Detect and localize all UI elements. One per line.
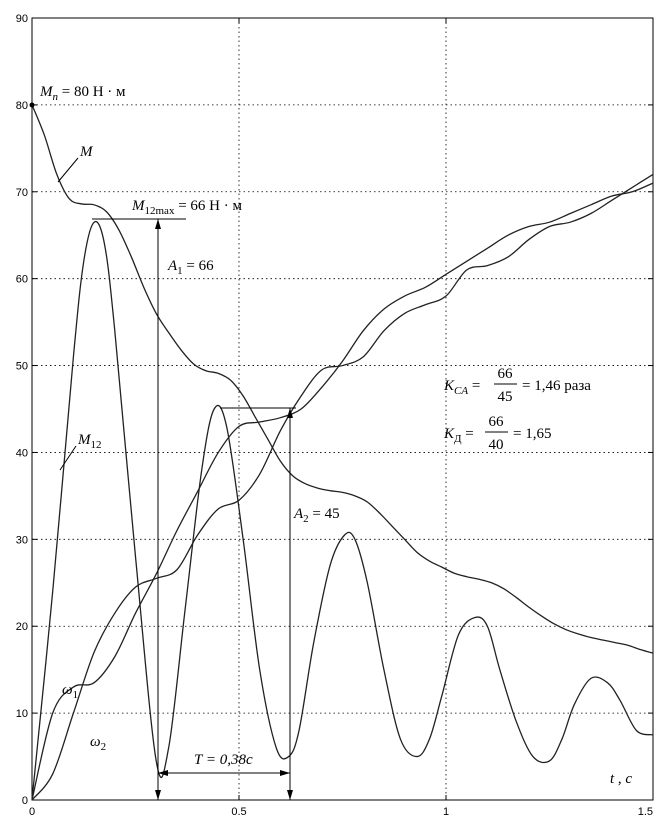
annotation-period: T = 0,38c — [194, 752, 253, 768]
leader-m12 — [59, 445, 77, 471]
curve-layer — [31, 104, 654, 801]
x-axis-label: t , c — [610, 771, 632, 787]
leader-m — [57, 157, 79, 183]
guide-lines — [29, 102, 296, 800]
y-tick-label: 0 — [22, 795, 28, 807]
a1-arrow-head-top — [155, 219, 161, 229]
svg-text:= 1,46 раза: = 1,46 раза — [522, 378, 591, 394]
grid-layer — [32, 18, 653, 800]
label-m: M — [79, 144, 94, 160]
label-omega2: ω2 — [90, 734, 106, 753]
y-tick-label: 30 — [16, 534, 28, 546]
x-tick-label: 1.5 — [638, 806, 653, 818]
annotation-a1: A1 = 66 — [167, 258, 214, 277]
period-arrow-head-left — [158, 770, 168, 776]
y-tick-label: 50 — [16, 361, 28, 373]
curve-omega2 — [31, 173, 654, 801]
y-tick-label: 80 — [16, 100, 28, 112]
formula-kd: KД = 66 40 = 1,65 — [443, 414, 551, 453]
label-omega1: ω1 — [62, 682, 78, 701]
plot-frame — [31, 17, 654, 801]
svg-text:KCA =: KCA = — [443, 378, 480, 397]
a2-arrow-head-top — [287, 408, 293, 418]
y-tick-label: 40 — [16, 447, 28, 459]
svg-text:40: 40 — [489, 437, 504, 453]
curve-m12 — [31, 220, 654, 801]
y-tick-label: 70 — [16, 187, 28, 199]
a1-arrow-head-bottom — [155, 790, 161, 800]
svg-text:45: 45 — [498, 389, 513, 405]
mn-start-point — [29, 102, 35, 108]
x-tick-label: 1 — [443, 806, 449, 818]
x-tick-label: 0 — [29, 806, 35, 818]
x-tick-label: 0.5 — [231, 806, 246, 818]
annotation-a2: A2 = 45 — [293, 506, 340, 525]
curve-m — [31, 104, 654, 654]
annotation-m12max: M12max = 66 Н · м — [131, 198, 242, 217]
label-m12: M12 — [77, 432, 102, 451]
y-tick-label: 90 — [16, 13, 28, 25]
svg-text:= 1,65: = 1,65 — [513, 426, 551, 442]
a2-arrow-head-bottom — [287, 790, 293, 800]
curve-omega1 — [31, 182, 654, 801]
annotation-mn: Mп = 80 Н · м — [39, 84, 126, 103]
y-tick-label: 60 — [16, 274, 28, 286]
period-arrow-head-right — [280, 770, 290, 776]
y-tick-label: 20 — [16, 621, 28, 633]
tick-layer: 0 10 20 30 40 50 60 70 80 90 0 0.5 1 1.5 — [16, 13, 654, 818]
svg-text:66: 66 — [498, 366, 514, 382]
svg-text:66: 66 — [489, 414, 505, 430]
svg-text:KД =: KД = — [443, 426, 474, 445]
y-tick-label: 10 — [16, 708, 28, 720]
formula-kca: KCA = 66 45 = 1,46 раза — [443, 366, 591, 405]
